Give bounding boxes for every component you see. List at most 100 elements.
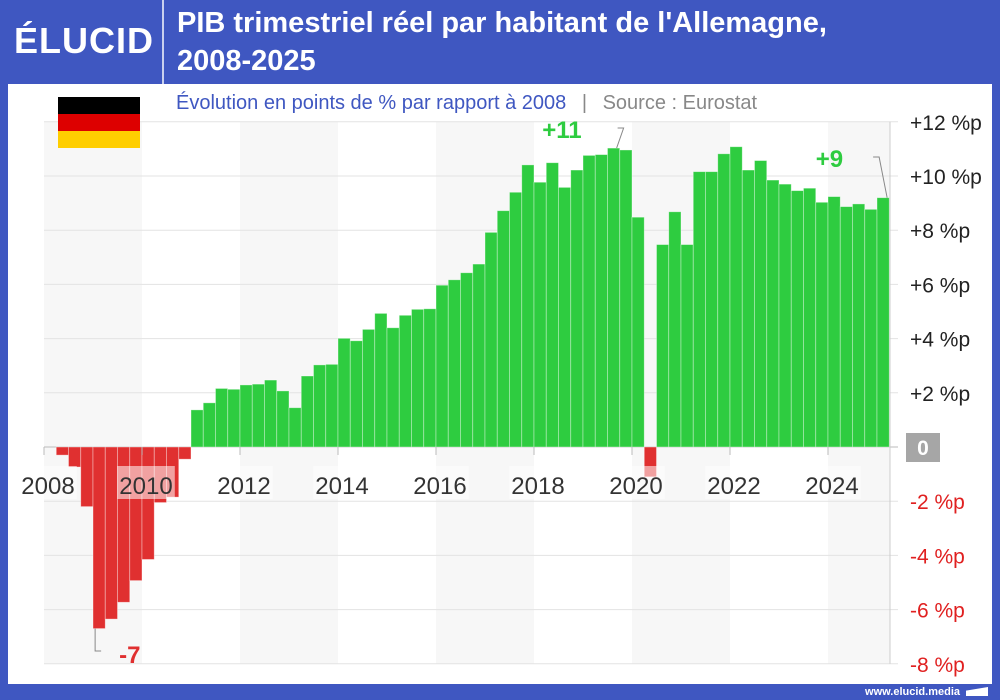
x-label-background: [19, 466, 77, 499]
bar: [533, 181, 547, 448]
bar: [337, 337, 351, 448]
bar: [190, 409, 204, 448]
bar: [55, 446, 69, 456]
bar: [852, 203, 866, 448]
bar: [509, 191, 523, 448]
bar: [313, 364, 327, 448]
y-tick-label: +10 %p: [910, 166, 982, 189]
x-label-background: [509, 466, 567, 499]
annotation-leader-line: [94, 628, 102, 652]
elucid-mark-icon: [966, 687, 988, 696]
bar: [582, 155, 596, 448]
bar: [435, 284, 449, 448]
annotation-leader-line: [873, 156, 888, 198]
x-label-background: [411, 466, 469, 499]
bar: [386, 327, 400, 448]
title-line-1: PIB trimestriel réel par habitant de l'A…: [177, 7, 827, 39]
bars: [55, 146, 890, 629]
bar: [607, 147, 621, 448]
y-tick-label: -4 %p: [910, 545, 965, 568]
annotations: +11 +9 -7: [94, 117, 888, 669]
bar: [202, 402, 216, 448]
bar: [876, 197, 890, 448]
bar: [790, 190, 804, 448]
bar: [864, 208, 878, 448]
x-label-background: [803, 466, 861, 499]
bar: [680, 244, 694, 448]
chart-title: PIB trimestriel réel par habitant de l'A…: [177, 4, 987, 80]
y-tick-label: +12 %p: [910, 112, 982, 135]
bar: [423, 308, 437, 448]
bar: [594, 154, 608, 448]
bar: [741, 169, 755, 448]
bar: [239, 384, 253, 448]
bar: [656, 244, 670, 448]
bar: [300, 375, 314, 448]
bar: [631, 216, 645, 448]
bar: [815, 201, 829, 448]
x-label-background: [313, 466, 371, 499]
bar: [839, 206, 853, 448]
elucid-logo: ÉLUCID: [14, 20, 154, 61]
bar: [803, 187, 817, 448]
bar: [460, 272, 474, 448]
y-tick-label-zero: 0: [917, 437, 929, 460]
bar: [92, 446, 106, 629]
y-tick-label: +8 %p: [910, 220, 970, 243]
annotation-leader-line: [616, 127, 625, 149]
bar: [411, 308, 425, 448]
y-tick-label: -2 %p: [910, 491, 965, 514]
subtitle-separator: |: [582, 92, 587, 114]
x-tick-label: 2022: [707, 473, 760, 500]
subtitle-text: Évolution en points de % par rapport à 2…: [176, 91, 566, 114]
gridlines: [44, 121, 898, 665]
bar: [521, 164, 535, 448]
bar: [668, 211, 682, 448]
x-label-background: [705, 466, 763, 499]
bar: [325, 363, 339, 448]
bar: [827, 196, 841, 448]
bar: [227, 388, 241, 448]
source-text: Source : Eurostat: [603, 92, 758, 114]
y-axis-labels: +12 %p +10 %p +8 %p +6 %p +4 %p +2 %p 0 -2 %p -4…: [906, 112, 982, 677]
bar: [472, 263, 486, 448]
bar: [178, 446, 192, 460]
x-tick-label: 2010: [119, 473, 172, 500]
y-tick-label: -6 %p: [910, 600, 965, 623]
bar: [558, 186, 572, 448]
bar: [215, 388, 229, 448]
footer-url[interactable]: www.elucid.media: [865, 686, 960, 698]
y-tick-label: -8 %p: [910, 654, 965, 677]
header-divider: [162, 0, 164, 84]
bar: [778, 183, 792, 448]
bar: [692, 171, 706, 448]
bar: [276, 390, 290, 448]
annotation-label: +9: [816, 146, 843, 173]
header: ÉLUCID PIB trimestriel réel par habitant…: [0, 0, 1000, 84]
bar: [349, 340, 363, 448]
bar: [545, 162, 559, 448]
bar: [362, 328, 376, 448]
bar: [754, 160, 768, 448]
bar: [264, 379, 278, 448]
x-label-background: [215, 466, 273, 499]
subtitle: Évolution en points de % par rapport à 2…: [176, 91, 758, 114]
annotation-label: -7: [119, 642, 140, 669]
bar: [104, 446, 118, 620]
flag-germany-icon: [58, 97, 140, 148]
bar: [251, 383, 265, 448]
x-tick-label: 2018: [511, 473, 564, 500]
bar: [729, 146, 743, 448]
x-label-background: [117, 466, 175, 499]
bar: [80, 446, 94, 508]
bar: [68, 446, 82, 468]
bar: [447, 279, 461, 448]
x-tick-label: 2020: [609, 473, 662, 500]
bar: [717, 153, 731, 448]
bar: [619, 149, 633, 448]
bar: [398, 314, 412, 448]
y-tick-label: +2 %p: [910, 383, 970, 406]
x-tick-label: 2016: [413, 473, 466, 500]
bar: [374, 312, 388, 448]
